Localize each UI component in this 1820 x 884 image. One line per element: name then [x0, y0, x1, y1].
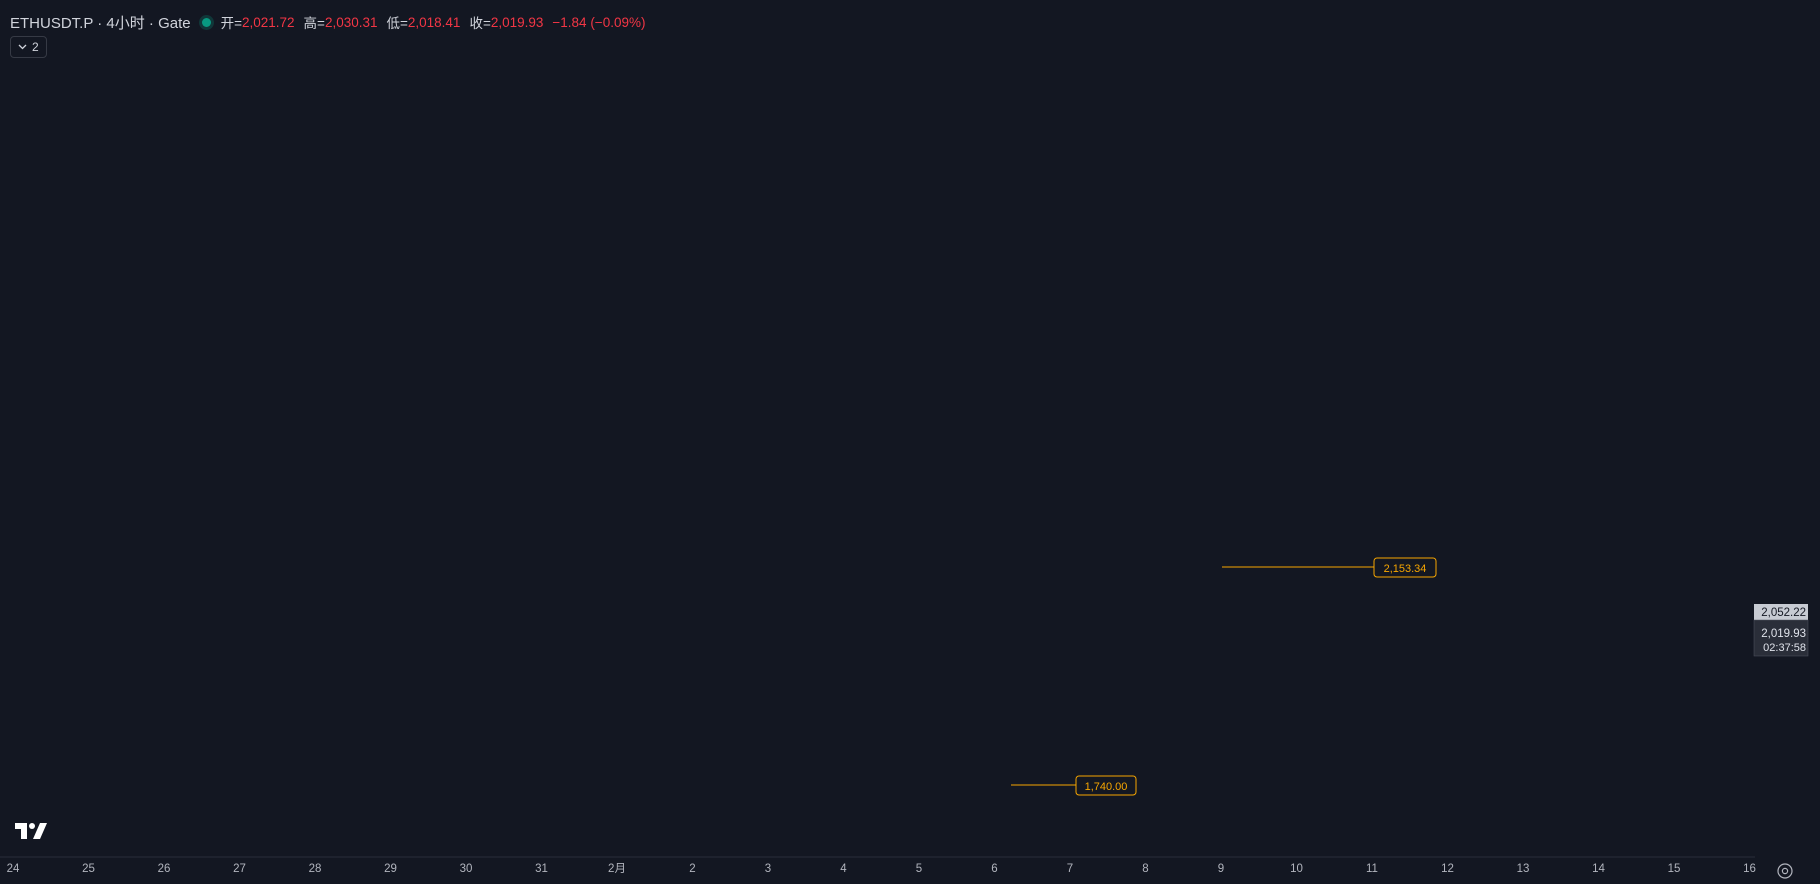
- x-tick-label-13: 6: [991, 863, 997, 875]
- x-tick-label-16: 9: [1218, 863, 1224, 875]
- x-tick-label-11: 4: [840, 863, 847, 875]
- chevron-down-icon: [18, 44, 27, 50]
- x-tick-label-5: 29: [384, 863, 397, 875]
- change-value: −1.84 (−0.09%): [552, 14, 646, 30]
- close-value: 2,019.93: [490, 14, 544, 30]
- x-tick-label-9: 2: [689, 863, 695, 875]
- x-tick-label-15: 8: [1142, 863, 1148, 875]
- ma-value-tag: [1754, 604, 1808, 620]
- x-tick-label-12: 5: [916, 863, 922, 875]
- x-tick-label-21: 14: [1592, 863, 1605, 875]
- price-callouts[interactable]: 2,153.34 1,740.00: [1011, 557, 1437, 796]
- x-tick-label-19: 12: [1441, 863, 1454, 875]
- low-value: 2,018.41: [407, 14, 461, 30]
- x-tick-label-17: 10: [1290, 863, 1303, 875]
- x-tick-label-14: 7: [1067, 863, 1073, 875]
- x-tick-label-2: 26: [158, 863, 171, 875]
- indicators-toggle-button[interactable]: 2: [10, 36, 47, 58]
- last-price-tag: [1753, 619, 1809, 657]
- ma-value-text: 2,052.22: [1761, 607, 1806, 619]
- x-tick-label-1: 25: [82, 863, 95, 875]
- high-label: 高=: [303, 16, 325, 31]
- indicator-count: 2: [32, 40, 39, 54]
- symbol-title[interactable]: ETHUSDT.P · 4小时 · Gate: [10, 14, 191, 32]
- market-status-icon: [201, 17, 211, 27]
- low-callout-text: 1,740.00: [1085, 781, 1128, 793]
- last-price-text: 2,019.93: [1761, 628, 1806, 640]
- countdown-text: 02:37:58: [1763, 642, 1806, 654]
- settings-gear-icon[interactable]: [1776, 862, 1794, 880]
- x-tick-label-22: 15: [1668, 863, 1681, 875]
- x-tick-label-8: 2月: [608, 863, 626, 875]
- x-tick-label-23: 16: [1743, 863, 1756, 875]
- open-value: 2,021.72: [241, 14, 295, 30]
- legend-header: ETHUSDT.P · 4小时 · Gate 开= 2,021.72 高= 2,03…: [10, 12, 645, 32]
- price-axis[interactable]: 3,700.003,500.003,300.003,200.003,100.00…: [1753, 0, 1820, 884]
- high-callout-text: 2,153.34: [1384, 563, 1427, 575]
- low-callout-box[interactable]: [1075, 775, 1137, 796]
- x-tick-label-10: 3: [765, 863, 771, 875]
- open-label: 开=: [220, 16, 242, 31]
- x-tick-label-6: 30: [460, 863, 473, 875]
- high-value: 2,030.31: [324, 14, 378, 30]
- tradingview-logo-icon[interactable]: [13, 820, 49, 842]
- x-tick-label-4: 28: [309, 863, 322, 875]
- x-tick-label-7: 31: [535, 863, 548, 875]
- low-label: 低=: [386, 16, 408, 31]
- x-tick-label-20: 13: [1517, 863, 1530, 875]
- time-axis[interactable]: 24 25 26 27 28 29 30 31 2月 2 3 4 5 6 7 8 9 10 11 12 13 14 15 16: [0, 856, 1756, 875]
- x-tick-label-0: 24: [7, 863, 20, 875]
- high-callout-box[interactable]: [1373, 557, 1437, 578]
- x-tick-label-18: 11: [1366, 863, 1378, 875]
- x-tick-label-3: 27: [233, 863, 246, 875]
- close-label: 收=: [469, 16, 491, 31]
